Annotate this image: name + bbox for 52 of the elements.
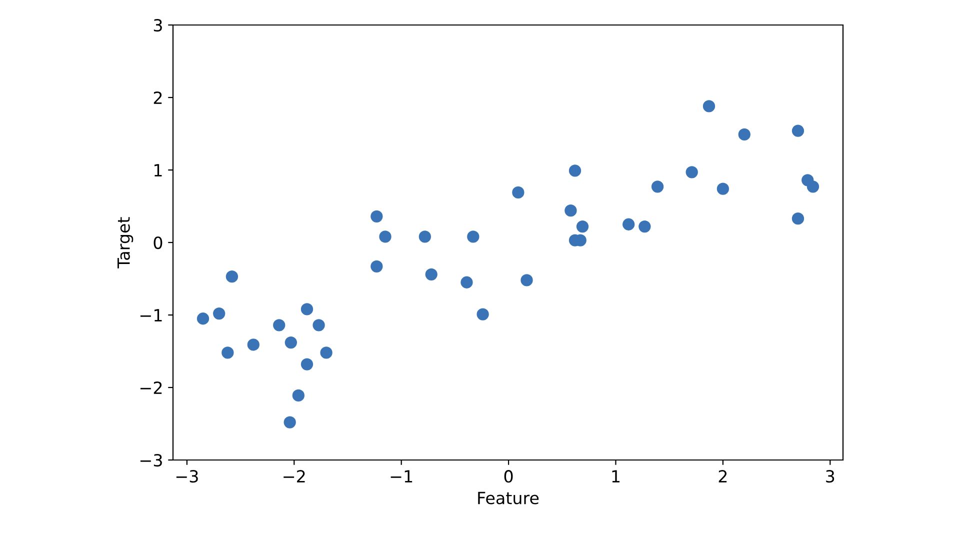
point (226, 270, 238, 283)
point (312, 319, 325, 332)
point (370, 260, 383, 272)
x-tick-label: −1 (390, 470, 412, 482)
point (738, 128, 750, 141)
point (292, 389, 304, 402)
point (476, 308, 489, 320)
point (622, 218, 635, 230)
point (213, 307, 226, 320)
point (576, 220, 589, 233)
x-tick-label: 0 (504, 470, 513, 483)
x-tick-label: 3 (826, 470, 834, 483)
point (638, 220, 651, 233)
x-tick-label: 2 (718, 470, 727, 482)
point (702, 100, 716, 112)
point (467, 230, 480, 243)
point (247, 338, 260, 351)
point (300, 303, 314, 316)
point (686, 166, 698, 178)
point (196, 312, 210, 325)
point (418, 230, 431, 243)
point (568, 164, 582, 177)
y-tick-label: 3 (154, 18, 162, 32)
y-axis-title: Target (118, 217, 134, 268)
point (300, 358, 314, 370)
point (716, 182, 730, 195)
y-tick-label: −3 (140, 454, 162, 467)
point (222, 346, 234, 359)
point (379, 230, 392, 243)
y-tick-label: 2 (154, 91, 162, 104)
x-tick-label: −3 (176, 470, 198, 483)
y-tick-label: 0 (154, 236, 162, 250)
x-tick-label: 1 (612, 470, 620, 482)
point (425, 268, 438, 280)
point (806, 180, 820, 193)
point (651, 180, 664, 193)
point (520, 274, 533, 286)
point (284, 336, 297, 349)
point (564, 204, 577, 217)
point (284, 416, 296, 428)
point (792, 124, 804, 137)
point (370, 210, 383, 222)
y-tick-label: −2 (140, 381, 162, 394)
point (460, 276, 473, 288)
point (512, 186, 524, 199)
x-axis-title: Feature (478, 492, 539, 504)
y-tick-label: −1 (140, 309, 162, 322)
point (792, 212, 804, 225)
y-tick-label: 1 (154, 164, 162, 176)
x-tick-label: −2 (284, 470, 305, 482)
point (320, 346, 332, 359)
point (273, 319, 286, 332)
